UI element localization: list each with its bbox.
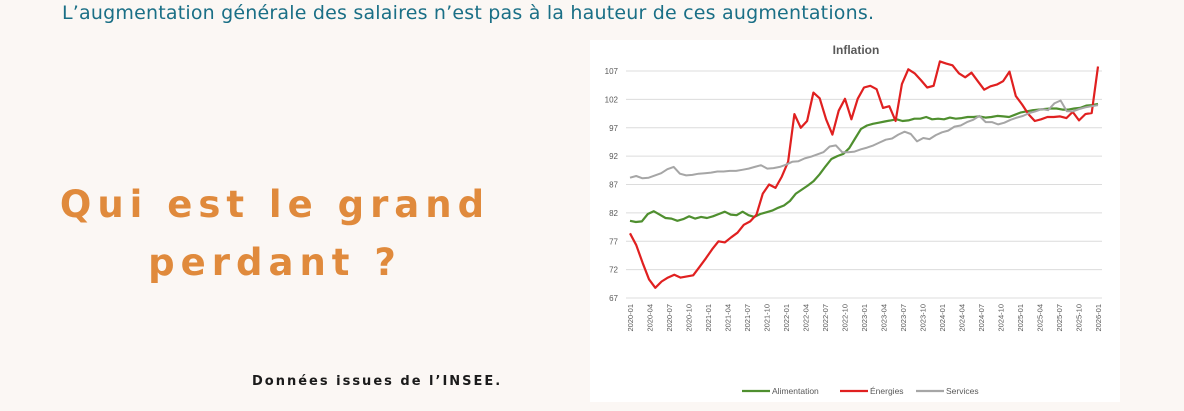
source-note: Données issues de l’INSEE. [252,374,503,389]
legend-label: Alimentation [772,386,819,396]
y-tick-label: 82 [609,209,618,218]
series-line-services [629,99,1099,180]
question-line-2: perdant ? [148,241,402,284]
legend-label: Services [946,386,979,396]
x-tick-label: 2025-04 [1036,304,1045,332]
y-tick-label: 97 [609,124,618,133]
series-line-nergies [629,60,1100,289]
y-tick-label: 67 [609,294,618,303]
x-tick-label: 2023-10 [919,304,928,332]
question-line-1: Qui est le grand [59,183,491,226]
y-tick-label: 107 [605,67,619,76]
x-tick-label: 2022-07 [821,304,830,332]
x-tick-label: 2020-04 [646,304,655,332]
x-tick-label: 2026-01 [1094,304,1103,332]
x-tick-label: 2021-07 [743,304,752,332]
chart-legend: Alimentation Énergies Services [742,386,979,396]
chart-title: Inflation [833,43,880,57]
x-tick-label: 2021-01 [704,304,713,332]
y-tick-label: 87 [609,181,618,190]
y-tick-label: 92 [609,152,618,161]
x-tick-label: 2025-01 [1016,304,1025,332]
x-tick-label: 2020-10 [685,304,694,332]
x-tick-label: 2024-04 [958,304,967,332]
x-tick-label: 2021-10 [763,304,772,332]
x-tick-label: 2022-10 [841,304,850,332]
y-tick-label: 77 [609,237,618,246]
x-tick-label: 2023-04 [880,304,889,332]
x-tick-label: 2020-01 [626,304,635,332]
y-axis-ticks: 67 72 77 82 87 92 97 102 107 [605,67,619,303]
chart-series [629,60,1100,289]
x-tick-label: 2022-04 [802,304,811,332]
headline: L’augmentation générale des salaires n’e… [62,2,875,24]
x-tick-label: 2025-10 [1075,304,1084,332]
y-tick-label: 102 [605,95,619,104]
x-tick-label: 2024-10 [997,304,1006,332]
x-tick-label: 2020-07 [665,304,674,332]
question-title: Qui est le grand perdant ? [40,176,510,292]
legend-label: Énergies [870,386,904,396]
x-tick-label: 2023-01 [860,304,869,332]
y-tick-label: 72 [609,266,618,275]
x-tick-label: 2022-01 [782,304,791,332]
chart-grid [626,70,1102,299]
x-tick-label: 2024-01 [938,304,947,332]
x-tick-label: 2021-04 [724,304,733,332]
x-axis-ticks: 2020-01 2020-04 2020-07 2020-10 2021-01 2021-… [626,304,1103,332]
x-tick-label: 2024-07 [977,304,986,332]
inflation-chart: 67 72 77 82 87 92 97 102 107 2020-01 2020-04 2020-… [590,40,1120,402]
x-tick-label: 2025-07 [1055,304,1064,332]
series-line-alimentation [629,102,1099,224]
x-tick-label: 2023-07 [899,304,908,332]
